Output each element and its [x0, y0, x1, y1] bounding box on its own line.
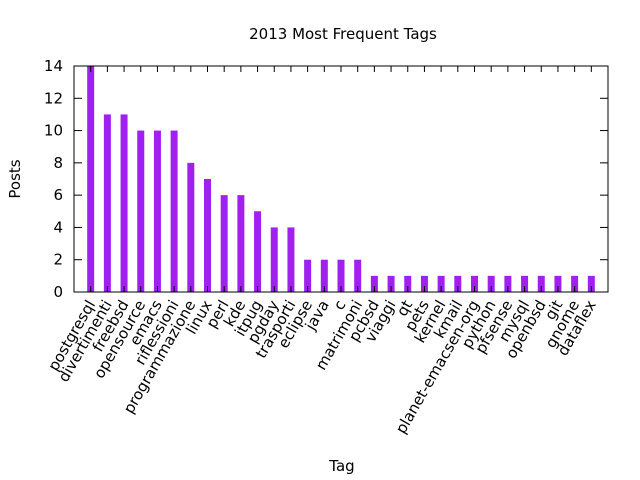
bar-riflessioni [170, 130, 178, 292]
bar-kmail [454, 275, 462, 292]
bar-c [337, 259, 345, 292]
x-axis-label: Tag [328, 457, 354, 475]
bar-opensource [137, 130, 145, 292]
bar-linux [204, 179, 211, 292]
bar-git [554, 275, 562, 292]
y-tick-label: 2 [53, 251, 63, 269]
bar-mysql [521, 275, 529, 292]
y-tick-label: 4 [53, 218, 63, 236]
bar-pets [420, 275, 428, 292]
y-tick-label: 14 [44, 57, 63, 75]
bar-python [487, 275, 495, 292]
y-axis-ticks: 0 2 4 6 8 10 12 14 [44, 57, 608, 301]
bar-gnome [571, 275, 579, 292]
bar-eclipse [304, 259, 312, 292]
plot-frame [73, 65, 609, 293]
bar-java [320, 259, 328, 292]
bar-freebsd [120, 114, 128, 292]
chart-title: 2013 Most Frequent Tags [249, 25, 437, 43]
y-tick-label: 0 [53, 283, 63, 301]
bar-matrimoni [354, 259, 362, 292]
bar-itpug [254, 211, 262, 292]
y-tick-label: 10 [44, 122, 63, 140]
bar-openbsd [537, 275, 545, 292]
bar-dataflex [587, 275, 595, 292]
bar-pgday [270, 227, 278, 292]
bar-kernel [437, 275, 445, 292]
bar-perl [220, 195, 228, 292]
y-axis-label: Posts [6, 159, 24, 198]
bar-programmazione [187, 162, 195, 292]
bar-trasporti [287, 227, 295, 292]
y-tick-label: 12 [44, 89, 63, 107]
x-axis-ticks: postgresqldivertimentifreebsdopensourcee… [44, 66, 600, 437]
bar-kde [237, 195, 245, 292]
bar-divertimenti [103, 114, 111, 292]
bar-planet-emacsen-org [471, 275, 478, 292]
y-tick-label: 8 [53, 154, 63, 172]
bar-qt [404, 275, 412, 292]
bar-pcbsd [370, 275, 378, 292]
bar-postgresql [87, 66, 95, 292]
bar-emacs [153, 130, 161, 292]
bar-pfsense [504, 275, 512, 292]
bars-group [87, 66, 595, 292]
y-tick-label: 6 [53, 186, 63, 204]
bar-viaggi [387, 275, 395, 292]
